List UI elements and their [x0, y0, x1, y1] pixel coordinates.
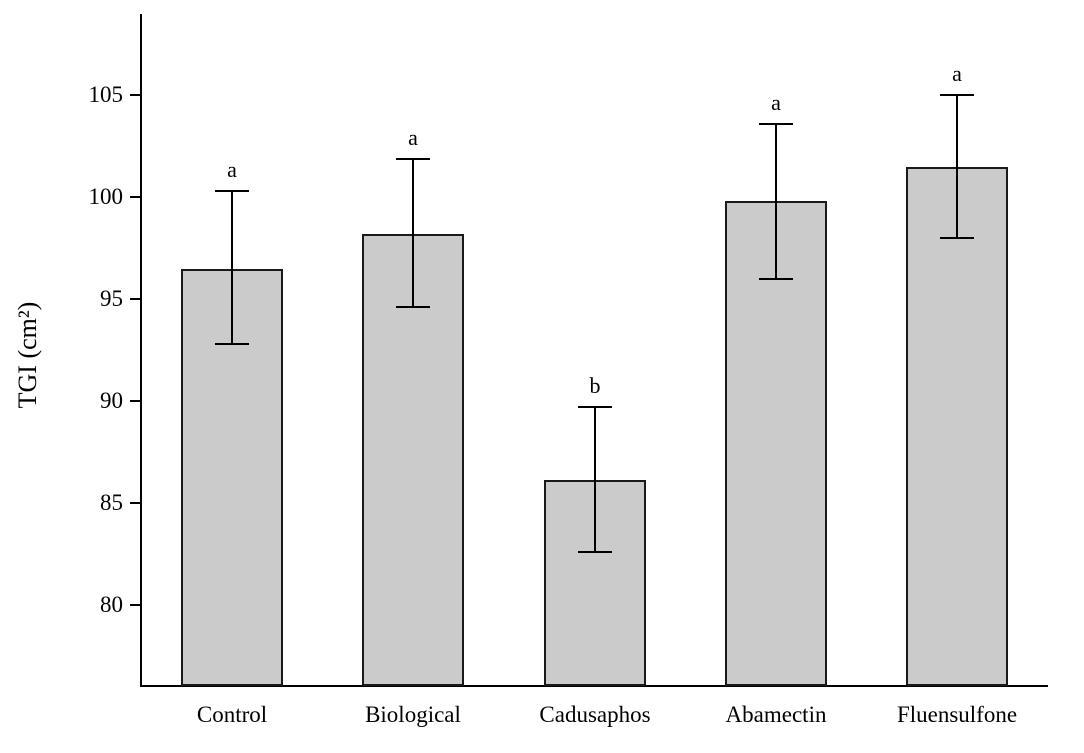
y-tick-label: 80 — [100, 591, 123, 617]
error-bar-line — [775, 124, 777, 279]
x-category-label: Cadusaphos — [539, 702, 651, 727]
error-bar-cap-top — [396, 158, 430, 160]
bar — [362, 234, 464, 686]
x-category-label: Abamectin — [725, 702, 827, 727]
error-bar-cap-bottom — [396, 306, 430, 308]
error-bar-cap-top — [215, 190, 249, 192]
plot-area — [140, 14, 1048, 687]
error-bar-cap-bottom — [940, 237, 974, 239]
significance-letter: a — [408, 125, 418, 150]
bar — [725, 201, 827, 686]
error-bar-cap-top — [759, 123, 793, 125]
y-tick-mark — [130, 298, 140, 301]
error-bar-cap-bottom — [215, 343, 249, 345]
y-tick-label: 95 — [100, 286, 123, 312]
error-bar-cap-bottom — [578, 551, 612, 553]
error-bar-cap-top — [578, 406, 612, 408]
error-bar-line — [412, 159, 414, 308]
y-tick-mark — [130, 196, 140, 199]
y-tick-mark — [130, 501, 140, 504]
error-bar-line — [231, 191, 233, 344]
x-category-label: Control — [196, 702, 268, 727]
error-bar-cap-bottom — [759, 278, 793, 280]
error-bar-line — [956, 95, 958, 238]
significance-letter: b — [589, 373, 601, 398]
significance-letter: a — [771, 90, 781, 115]
y-tick-label: 100 — [88, 184, 124, 210]
x-category-label: Fluensulfone — [896, 702, 1018, 727]
y-tick-label: 85 — [100, 489, 123, 515]
y-tick-label: 105 — [88, 82, 124, 108]
significance-letter: a — [227, 157, 237, 182]
y-tick-label: 90 — [100, 387, 123, 413]
x-category-label: Biological — [365, 702, 461, 727]
y-tick-mark — [130, 399, 140, 402]
y-axis-label: TGI (cm²) — [13, 301, 42, 409]
bar — [906, 167, 1008, 686]
error-bar-line — [594, 407, 596, 552]
y-tick-mark — [130, 94, 140, 97]
significance-letter: a — [952, 61, 962, 86]
error-bar-cap-top — [940, 94, 974, 96]
y-tick-mark — [130, 603, 140, 606]
